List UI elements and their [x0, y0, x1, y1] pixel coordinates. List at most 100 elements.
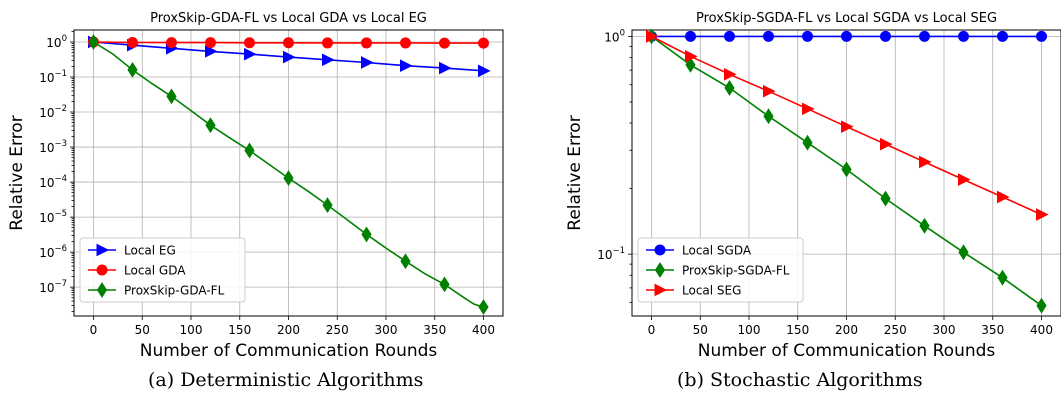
- data-point: [205, 45, 218, 58]
- series-local-sgda: [646, 30, 1047, 42]
- data-point: [763, 30, 774, 42]
- data-point: [478, 299, 489, 315]
- x-tick-label: 50: [135, 323, 150, 337]
- x-tick-label: 350: [981, 323, 1004, 337]
- data-point: [841, 120, 854, 133]
- data-point: [361, 226, 372, 243]
- chart-title: ProxSkip-GDA-FL vs Local GDA vs Local EG: [150, 11, 427, 26]
- x-tick-label: 300: [933, 323, 956, 337]
- data-point: [997, 190, 1010, 204]
- x-axis-title: Number of Communication Rounds: [698, 341, 996, 361]
- data-point: [478, 37, 489, 49]
- legend-label: ProxSkip-GDA-FL: [124, 284, 225, 298]
- data-point: [841, 30, 852, 42]
- data-point: [1036, 30, 1047, 42]
- data-point: [841, 161, 852, 178]
- data-point: [685, 30, 696, 42]
- data-point: [880, 190, 891, 207]
- data-point: [685, 50, 698, 63]
- data-point: [322, 37, 333, 49]
- data-point: [439, 276, 450, 293]
- x-tick-label: 0: [90, 323, 98, 337]
- data-point: [724, 67, 737, 81]
- data-point: [205, 37, 216, 49]
- x-axis-title: Number of Communication Rounds: [140, 341, 438, 361]
- data-point: [400, 37, 411, 49]
- caption-a: (a) Deterministic Algorithms: [148, 369, 424, 391]
- data-point: [724, 79, 735, 96]
- legend-marker: [654, 244, 666, 256]
- legend-marker: [96, 282, 108, 298]
- data-point: [244, 37, 255, 49]
- y-tick-label: 10−5: [39, 209, 67, 225]
- data-point: [685, 56, 696, 73]
- data-point: [127, 61, 138, 78]
- legend-label: Local GDA: [124, 264, 186, 278]
- data-point: [283, 50, 296, 64]
- x-tick-label: 150: [786, 323, 809, 337]
- data-point: [166, 88, 177, 105]
- y-tick-label: 100: [46, 34, 67, 50]
- data-point: [244, 142, 255, 159]
- x-tick-label: 200: [835, 323, 858, 337]
- y-tick-label: 100: [604, 28, 625, 44]
- y-tick-label: 10−3: [39, 139, 67, 155]
- data-point: [361, 56, 374, 69]
- data-point: [478, 64, 491, 78]
- y-axis-title: Relative Error: [565, 115, 585, 230]
- y-tick-label: 10−2: [39, 104, 67, 120]
- series-proxskip-gda-fl: [88, 34, 489, 315]
- legend-marker: [654, 283, 668, 297]
- chart-2: 0 50 100 150 200 250 300 350 400 100 10−1 ProxSkip-…: [565, 11, 1061, 361]
- data-point: [283, 170, 294, 187]
- data-point: [322, 197, 333, 214]
- data-point: [919, 30, 930, 42]
- legend-marker: [654, 262, 666, 278]
- data-point: [802, 134, 813, 151]
- data-point: [127, 36, 138, 48]
- x-tick-label: 200: [277, 323, 300, 337]
- data-point: [958, 244, 969, 261]
- legend-label: Local SGDA: [682, 244, 752, 258]
- data-point: [244, 47, 257, 61]
- legend-label: ProxSkip-SGDA-FL: [682, 264, 790, 278]
- legend-box: [637, 237, 804, 303]
- data-point: [439, 61, 452, 75]
- series-proxskip-sgda-fl: [646, 28, 1047, 314]
- data-point: [283, 37, 294, 49]
- legend: Local SGDA ProxSkip-SGDA-FL Local SEG: [637, 237, 804, 303]
- chart-1: 0 50 100 150 200 250 300 350 400 100 10−1 10−2 10−3 1…: [7, 11, 504, 361]
- legend-marker: [96, 264, 108, 276]
- data-point: [880, 30, 891, 42]
- x-tick-label: 100: [738, 323, 761, 337]
- x-tick-label: 300: [375, 323, 398, 337]
- data-point: [1036, 208, 1049, 221]
- y-tick-label: 10−1: [597, 246, 625, 262]
- data-point: [997, 30, 1008, 42]
- data-point: [361, 37, 372, 49]
- x-tick-label: 100: [180, 323, 203, 337]
- legend-box: [79, 237, 246, 303]
- x-tick-label: 250: [884, 323, 907, 337]
- y-axis-title: Relative Error: [7, 115, 27, 230]
- series-local-gda: [88, 36, 489, 49]
- data-point: [919, 155, 932, 169]
- x-tick-label: 400: [472, 323, 495, 337]
- data-point: [166, 37, 177, 49]
- data-point: [400, 253, 411, 270]
- data-point: [919, 217, 930, 234]
- series-line: [93, 41, 484, 308]
- x-tick-label: 50: [693, 323, 708, 337]
- data-point: [646, 30, 659, 43]
- data-point: [439, 37, 450, 49]
- y-tick-label: 10−7: [39, 279, 67, 295]
- data-point: [802, 30, 813, 42]
- legend: Local EG Local GDA ProxSkip-GDA-FL: [79, 237, 246, 303]
- data-point: [763, 84, 776, 98]
- data-point: [88, 34, 99, 50]
- legend-marker: [96, 243, 110, 257]
- caption-b: (b) Stochastic Algorithms: [677, 369, 923, 391]
- x-tick-label: 250: [326, 323, 349, 337]
- data-point: [205, 117, 216, 134]
